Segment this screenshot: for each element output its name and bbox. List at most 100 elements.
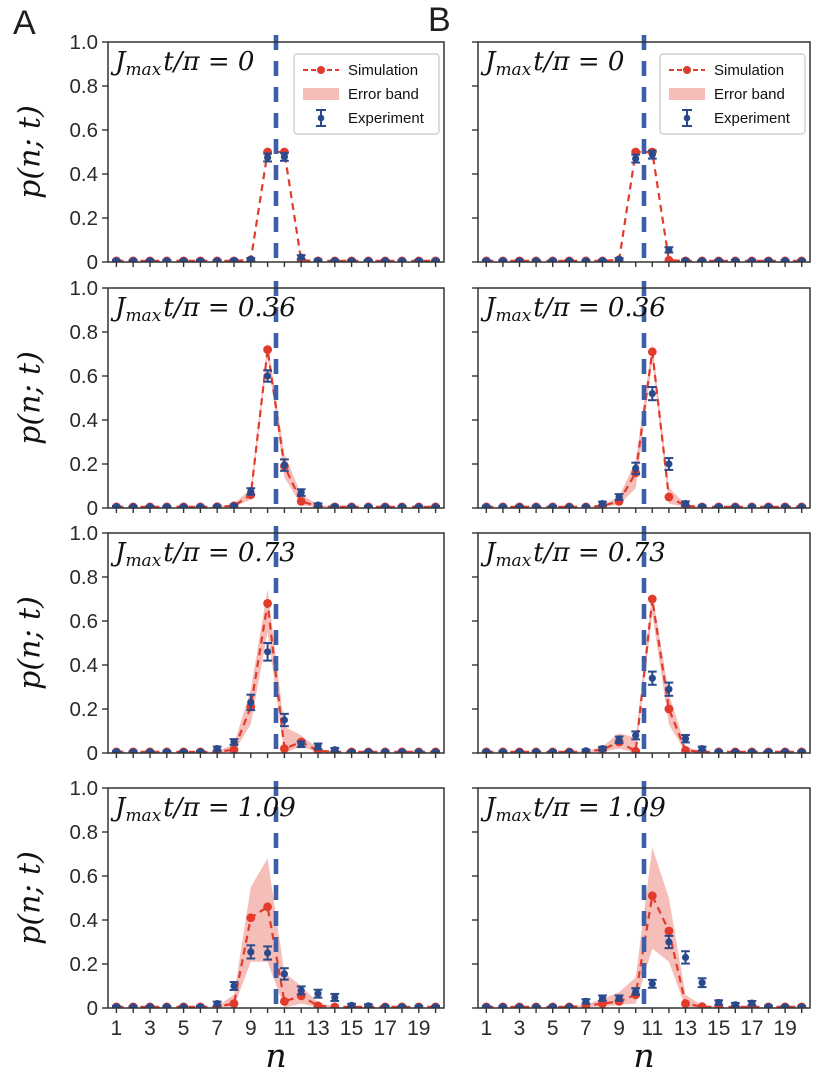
experiment-point [146,503,154,508]
experiment-point [598,994,607,1002]
experiment-point [615,994,623,1002]
experiment-point [532,1003,540,1008]
experiment-point [112,1003,120,1008]
experiment-point [764,503,773,508]
experiment-point [632,987,640,996]
experiment-point [665,460,673,468]
experiment-point [348,748,356,753]
experiment-point [515,503,524,508]
simulation-point [280,997,289,1006]
experiment-point [582,257,590,262]
experiment-point [314,257,322,262]
experiment-point [196,748,204,753]
experiment-point [532,503,540,508]
experiment-point [364,257,372,262]
experiment-point [598,500,607,508]
experiment-point [764,257,773,262]
y-tick-label: 0.2 [70,698,99,721]
x-tick-label: 9 [245,1017,257,1040]
y-tick-label: 0.2 [70,953,99,976]
legend-simulation-marker [317,66,325,74]
panel-A2: 0 0.2 0.4 0.6 0.8 1.0 Jmaxt/π = 0.36 [70,277,445,520]
experiment-point [213,745,221,753]
y-tick-label: 0.8 [70,321,99,344]
experiment-point [632,464,640,472]
experiment-point [764,1003,773,1008]
error-band [486,847,802,1008]
experiment-point [381,1003,389,1008]
x-axis-label: n [265,1036,287,1075]
experiment-point [648,980,656,988]
legend-label: Error band [348,86,419,103]
experiment-point [280,153,288,161]
experiment-point [398,257,406,262]
experiment-point [598,257,607,262]
legend-label: Simulation [348,62,418,79]
legend-box [659,53,806,135]
experiment-point [731,1001,739,1008]
experiment-point [549,1003,557,1008]
panel-title: Jmaxt/π = 0 [110,47,254,80]
experiment-point [381,257,389,262]
simulation-point [229,999,239,1008]
axes-spines [107,532,445,754]
legend: Simulation Error band Experiment [293,53,440,135]
experiment-point [482,503,490,508]
experiment-point [364,1002,372,1008]
experiment-point [731,503,739,508]
x-tick-label: 15 [707,1017,730,1040]
x-tick-label: 1 [111,1017,123,1040]
experiment-point [129,1003,137,1008]
experiment-point [264,648,272,656]
experiment-point [180,503,188,508]
x-tick-label: 7 [580,1017,592,1040]
experiment-point [731,748,739,753]
experiment-point [196,257,204,262]
axes-spines [477,41,811,263]
y-tick-label: 1.0 [70,777,99,800]
experiment-point [499,503,507,508]
experiment-point [715,748,723,753]
experiment-point [129,748,137,753]
simulation-point [263,345,272,354]
legend-experiment-marker [317,114,325,122]
panel-title: Jmaxt/π = 0.73 [110,538,296,571]
simulation-point [647,347,657,357]
experiment-point [549,748,557,753]
experiment-point [615,255,623,262]
panel-B3: Jmaxt/π = 0.73 [472,526,811,758]
experiment-point [665,246,673,254]
experiment-point [348,503,356,508]
legend-label: Experiment [714,110,791,127]
experiment-point [364,503,372,508]
y-axis-label: p(n; t) [12,351,48,445]
y-tick-label: 0.6 [70,865,99,888]
simulation-point [664,926,674,936]
experiment-point [648,151,656,159]
experiment-point [381,748,389,753]
experiment-point [432,748,440,753]
experiment-point [180,1003,188,1008]
experiment-series [112,369,440,508]
experiment-point [264,949,272,957]
experiment-point [565,1003,573,1008]
experiment-point [314,742,322,751]
experiment-point [314,501,322,508]
legend-label: Experiment [348,110,425,127]
experiment-point [381,503,389,508]
experiment-point [565,503,573,508]
experiment-point [297,740,305,748]
experiment-point [648,390,656,398]
panel-A3: 0 0.2 0.4 0.6 0.8 1.0 Jmaxt/π = 0.73 [70,522,445,765]
panel-title: Jmaxt/π = 1.09 [480,793,666,826]
experiment-point [146,257,154,262]
experiment-point [482,1003,490,1008]
experiment-point [698,503,706,508]
experiment-point [213,1000,221,1008]
experiment-point [129,257,137,262]
y-tick-label: 0.6 [70,119,99,142]
experiment-point [515,748,524,753]
experiment-point [196,503,204,508]
